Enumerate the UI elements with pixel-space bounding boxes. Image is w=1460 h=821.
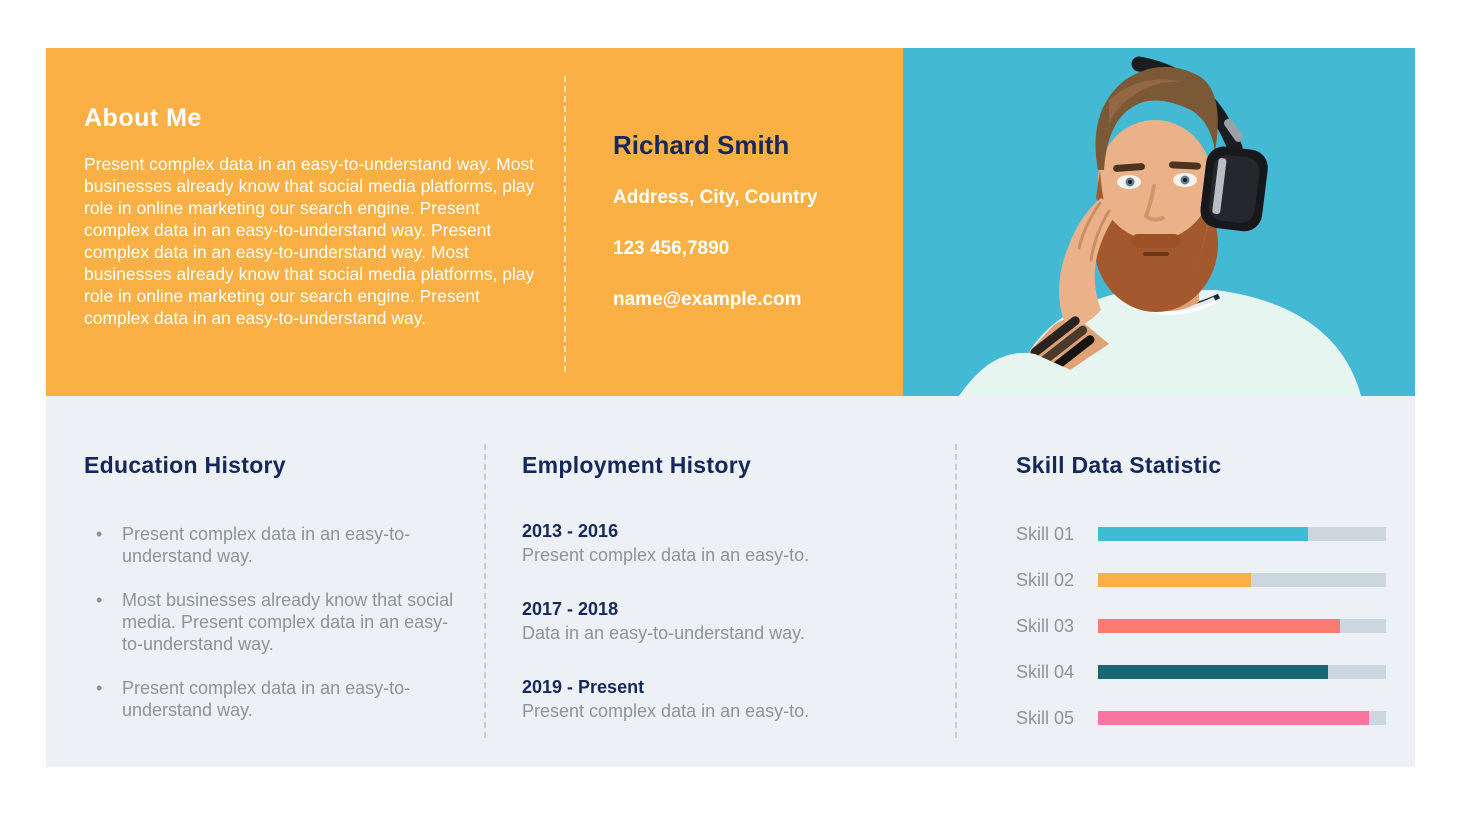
contact-email: name@example.com xyxy=(613,289,802,310)
skill-row: Skill 04 xyxy=(1016,662,1416,682)
employment-entry: 2019 - Present Present complex data in a… xyxy=(522,677,912,722)
education-item: Present complex data in an easy-to-under… xyxy=(84,677,456,722)
employment-description: Data in an easy-to-understand way. xyxy=(522,623,805,643)
employment-entry: 2013 - 2016 Present complex data in an e… xyxy=(522,521,912,566)
employment-period: 2017 - 2018 xyxy=(522,599,619,619)
skill-bar-fill xyxy=(1098,665,1329,679)
skill-row: Skill 05 xyxy=(1016,708,1416,728)
dashed-divider-education-employment xyxy=(484,444,486,738)
employment-entries: 2013 - 2016 Present complex data in an e… xyxy=(522,521,912,722)
skill-bar-track xyxy=(1098,527,1386,541)
about-section: About Me Present complex data in an easy… xyxy=(84,104,536,329)
skill-label: Skill 03 xyxy=(1016,615,1075,636)
about-title: About Me xyxy=(84,104,202,132)
skill-bar-track xyxy=(1098,573,1386,587)
education-item: Most businesses already know that social… xyxy=(84,589,456,656)
skill-bar-fill xyxy=(1098,527,1309,541)
employment-period: 2013 - 2016 xyxy=(522,521,619,541)
profile-photo-illustration xyxy=(903,48,1415,396)
employment-description: Present complex data in an easy-to. xyxy=(522,701,810,721)
skills-title: Skill Data Statistic xyxy=(1016,452,1222,478)
skills-section: Skill Data Statistic Skill 01 Skill 02 S… xyxy=(1016,452,1416,728)
skill-bar-track xyxy=(1098,665,1386,679)
education-item: Present complex data in an easy-to-under… xyxy=(84,523,456,568)
employment-period: 2019 - Present xyxy=(522,677,645,697)
about-body-text: Present complex data in an easy-to-under… xyxy=(84,154,535,329)
skill-bar-fill xyxy=(1098,573,1251,587)
contact-phone: 123 456,7890 xyxy=(613,238,730,259)
skill-row: Skill 03 xyxy=(1016,616,1416,636)
header-orange-panel: About Me Present complex data in an easy… xyxy=(46,48,903,396)
skill-row: Skill 01 xyxy=(1016,524,1416,544)
employment-description: Present complex data in an easy-to. xyxy=(522,545,810,565)
contact-section: Richard Smith Address, City, Country 123… xyxy=(613,130,883,311)
skill-bar-fill xyxy=(1098,619,1340,633)
details-band: Education History Present complex data i… xyxy=(46,396,1415,767)
skill-bar-track xyxy=(1098,711,1386,725)
employment-entry: 2017 - 2018 Data in an easy-to-understan… xyxy=(522,599,912,644)
skill-label: Skill 01 xyxy=(1016,523,1075,544)
skill-label: Skill 04 xyxy=(1016,661,1075,682)
skill-bar-track xyxy=(1098,619,1386,633)
profile-photo xyxy=(903,48,1415,396)
education-list: Present complex data in an easy-to-under… xyxy=(84,523,456,721)
resume-card: About Me Present complex data in an easy… xyxy=(46,48,1415,767)
employment-section: Employment History 2013 - 2016 Present c… xyxy=(522,452,912,755)
person-name: Richard Smith xyxy=(613,130,790,160)
education-section: Education History Present complex data i… xyxy=(84,452,456,742)
header-band: About Me Present complex data in an easy… xyxy=(46,48,1415,396)
education-title: Education History xyxy=(84,452,286,478)
skill-bar-fill xyxy=(1098,711,1369,725)
dashed-divider-header xyxy=(564,76,566,372)
dashed-divider-employment-skills xyxy=(955,444,957,738)
contact-address: Address, City, Country xyxy=(613,187,818,208)
skill-label: Skill 02 xyxy=(1016,569,1075,590)
skill-label: Skill 05 xyxy=(1016,707,1075,728)
skill-row: Skill 02 xyxy=(1016,570,1416,590)
employment-title: Employment History xyxy=(522,452,752,478)
skill-bar-chart: Skill 01 Skill 02 Skill 03 Skill 04 xyxy=(1016,524,1416,728)
